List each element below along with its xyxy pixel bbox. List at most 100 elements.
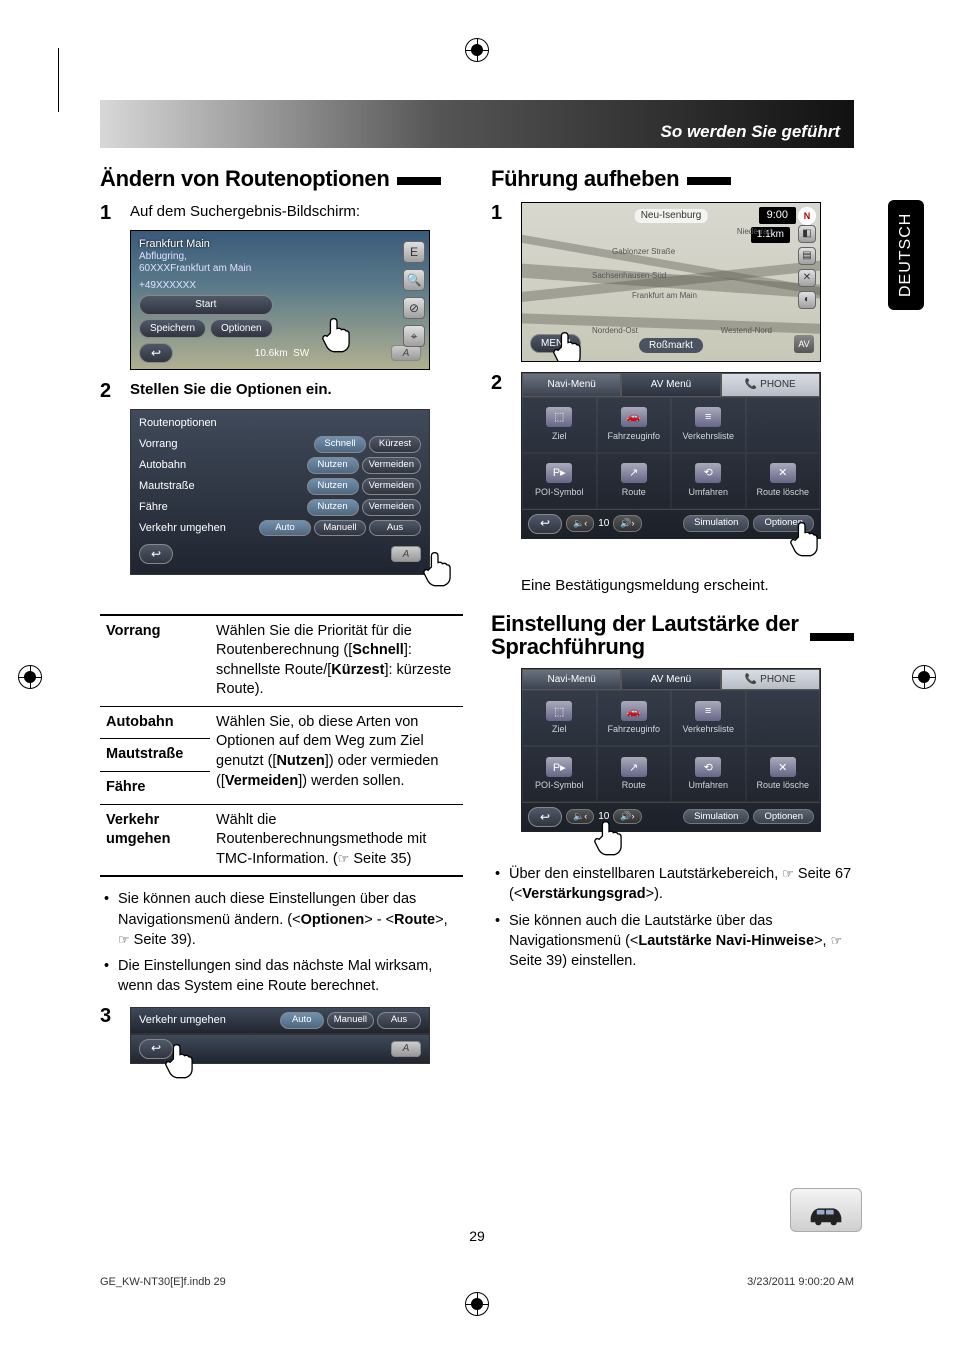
- option-buttons: AutoManuellAus: [259, 520, 421, 537]
- left-column: Ändern von Routenoptionen 1 Auf dem Such…: [100, 158, 463, 1074]
- def-faehre-term: Fähre: [100, 772, 210, 805]
- start-button[interactable]: Start: [139, 295, 273, 315]
- option-button[interactable]: Nutzen: [307, 457, 359, 474]
- section-title-volume: Einstellung der Lautstärke der Sprachfüh…: [491, 612, 854, 658]
- magnify-icon[interactable]: 🔍: [403, 269, 425, 291]
- options-button[interactable]: Optionen: [210, 319, 273, 339]
- volume-value: 10: [598, 517, 609, 531]
- options-button[interactable]: Optionen: [753, 809, 814, 824]
- street-label: Nordend-Ost: [592, 326, 638, 337]
- auto-button[interactable]: Auto: [280, 1012, 324, 1029]
- menu-cell-label: POI-Symbol: [535, 486, 584, 498]
- menu-cell-icon: ⟲: [695, 757, 721, 777]
- option-label: Fähre: [139, 500, 168, 515]
- back-button[interactable]: ↩: [139, 343, 173, 363]
- option-button[interactable]: Aus: [369, 520, 421, 537]
- section-title-bar: [397, 177, 441, 185]
- small-panel-a-button[interactable]: A: [391, 1041, 421, 1057]
- option-button[interactable]: Vermeiden: [362, 499, 421, 516]
- panel-a-button[interactable]: A: [391, 546, 421, 562]
- menu-back-button[interactable]: ↩: [528, 807, 562, 827]
- menu-cell-icon: ≡: [695, 701, 721, 721]
- simulation-button[interactable]: Simulation: [683, 809, 749, 824]
- menu-cell-icon: ≡: [695, 407, 721, 427]
- page-content: So werden Sie geführt Ändern von Routeno…: [100, 100, 854, 1254]
- manual-button[interactable]: Manuell: [327, 1012, 374, 1029]
- menu-cell[interactable]: 🚗Fahrzeuginfo: [597, 690, 672, 746]
- def-vorrang-term: Vorrang: [100, 615, 210, 707]
- menu-tab[interactable]: AV Menü: [621, 669, 720, 690]
- section-title-text: Ändern von Routenoptionen: [100, 166, 389, 192]
- nav-side-icon[interactable]: ▤: [798, 247, 816, 265]
- traffic-avoid-panel: Verkehr umgehen Auto Manuell Aus: [130, 1007, 430, 1034]
- nav-map-screenshot: Neu-Isenburg 9:00 N 1.1km ◧ ▤ ✕ ◐ Gablon…: [521, 202, 821, 362]
- search-result-screenshot: Frankfurt Main Abflugring, 60XXXFrankfur…: [130, 230, 430, 370]
- menu-cell[interactable]: 🚗 Fahrzeuginfo: [597, 397, 672, 453]
- option-buttons: NutzenVermeiden: [307, 457, 421, 474]
- menu-cell[interactable]: ✕Route lösche: [746, 746, 821, 802]
- off-button[interactable]: Aus: [377, 1012, 421, 1029]
- menu-cell-label: Fahrzeuginfo: [607, 430, 660, 442]
- panel-back-button[interactable]: ↩: [139, 544, 173, 564]
- menu-tab[interactable]: 📞 PHONE: [721, 373, 820, 397]
- volume-up[interactable]: 🔊›: [613, 809, 641, 824]
- option-button[interactable]: Nutzen: [307, 499, 359, 516]
- menu-cell[interactable]: ⬚Ziel: [522, 397, 597, 453]
- route-options-panel: Routenoptionen VorrangSchnellKürzestAuto…: [130, 409, 430, 576]
- option-buttons: NutzenVermeiden: [307, 499, 421, 516]
- nav-side-icon[interactable]: ✕: [798, 269, 816, 287]
- menu-cell[interactable]: P▸POI-Symbol: [522, 746, 597, 802]
- volume-down[interactable]: 🔈‹: [566, 809, 594, 824]
- def-autobahn-term: Autobahn: [100, 706, 210, 739]
- menu-back-button[interactable]: ↩: [528, 514, 562, 534]
- option-button[interactable]: Auto: [259, 520, 311, 537]
- av-button[interactable]: AV: [794, 335, 814, 353]
- menu-cell[interactable]: ↗Route: [597, 746, 672, 802]
- option-row: Fähre NutzenVermeiden: [139, 497, 421, 518]
- options-button[interactable]: Optionen: [753, 515, 814, 532]
- locate-icon[interactable]: ⌖: [403, 325, 425, 347]
- save-button[interactable]: Speichern: [139, 319, 206, 339]
- small-panel-back-button[interactable]: ↩: [139, 1039, 173, 1059]
- menu-cell[interactable]: ✕Route lösche: [746, 453, 821, 509]
- option-button[interactable]: Vermeiden: [362, 457, 421, 474]
- menu-tab[interactable]: Navi-Menü: [522, 373, 621, 397]
- menu-tab[interactable]: 📞 PHONE: [721, 669, 820, 690]
- a-button[interactable]: A: [391, 345, 421, 361]
- step-3: 3 Verkehr umgehen Auto Manuell Aus: [100, 1005, 463, 1064]
- menu-cell[interactable]: ⟲Umfahren: [671, 453, 746, 509]
- option-button[interactable]: Schnell: [314, 436, 366, 453]
- menu-tab[interactable]: AV Menü: [621, 373, 720, 397]
- option-button[interactable]: Vermeiden: [362, 478, 421, 495]
- menu-cell-icon: 🚗: [621, 407, 647, 427]
- menu-cell[interactable]: P▸POI-Symbol: [522, 453, 597, 509]
- def-mautstrasse-term: Mautstraße: [100, 739, 210, 772]
- section-title-text: Führung aufheben: [491, 166, 679, 192]
- volume-up[interactable]: 🔊›: [613, 515, 641, 531]
- simulation-button[interactable]: Simulation: [683, 515, 749, 532]
- menu-cell[interactable]: ≡Verkehrsliste: [671, 690, 746, 746]
- option-button[interactable]: Manuell: [314, 520, 366, 537]
- nav-side-icon[interactable]: ◧: [798, 225, 816, 243]
- nav-side-icon[interactable]: ◐: [798, 291, 816, 309]
- menu-cell-label: Route: [622, 780, 646, 790]
- menu-cell-icon: ↗: [621, 463, 647, 483]
- menu-cell[interactable]: ≡Verkehrsliste: [671, 397, 746, 453]
- right-bullets: Über den einstellbaren Lautstärkebereich…: [491, 864, 854, 971]
- zoom-icon[interactable]: ⊘: [403, 297, 425, 319]
- confirmation-caption: Eine Bestätigungsmeldung erscheint.: [521, 577, 854, 594]
- section-title-route-options: Ändern von Routenoptionen: [100, 166, 463, 192]
- menu-cell-label: Umfahren: [688, 486, 728, 498]
- menu-tab[interactable]: Navi-Menü: [522, 669, 621, 690]
- option-button[interactable]: Nutzen: [307, 478, 359, 495]
- map1-distance: 10.6km SW: [255, 347, 309, 361]
- nav-menu-button[interactable]: MENÜ: [530, 334, 581, 354]
- menu-cell[interactable]: ↗Route: [597, 453, 672, 509]
- step-3-number: 3: [100, 1005, 118, 1064]
- menu-cell[interactable]: ⟲Umfahren: [671, 746, 746, 802]
- option-button[interactable]: Kürzest: [369, 436, 421, 453]
- volume-down[interactable]: 🔈‹: [566, 515, 594, 531]
- small-panel-bottom: ↩ A: [130, 1034, 430, 1064]
- side-icon-e[interactable]: E: [403, 241, 425, 263]
- menu-cell[interactable]: ⬚Ziel: [522, 690, 597, 746]
